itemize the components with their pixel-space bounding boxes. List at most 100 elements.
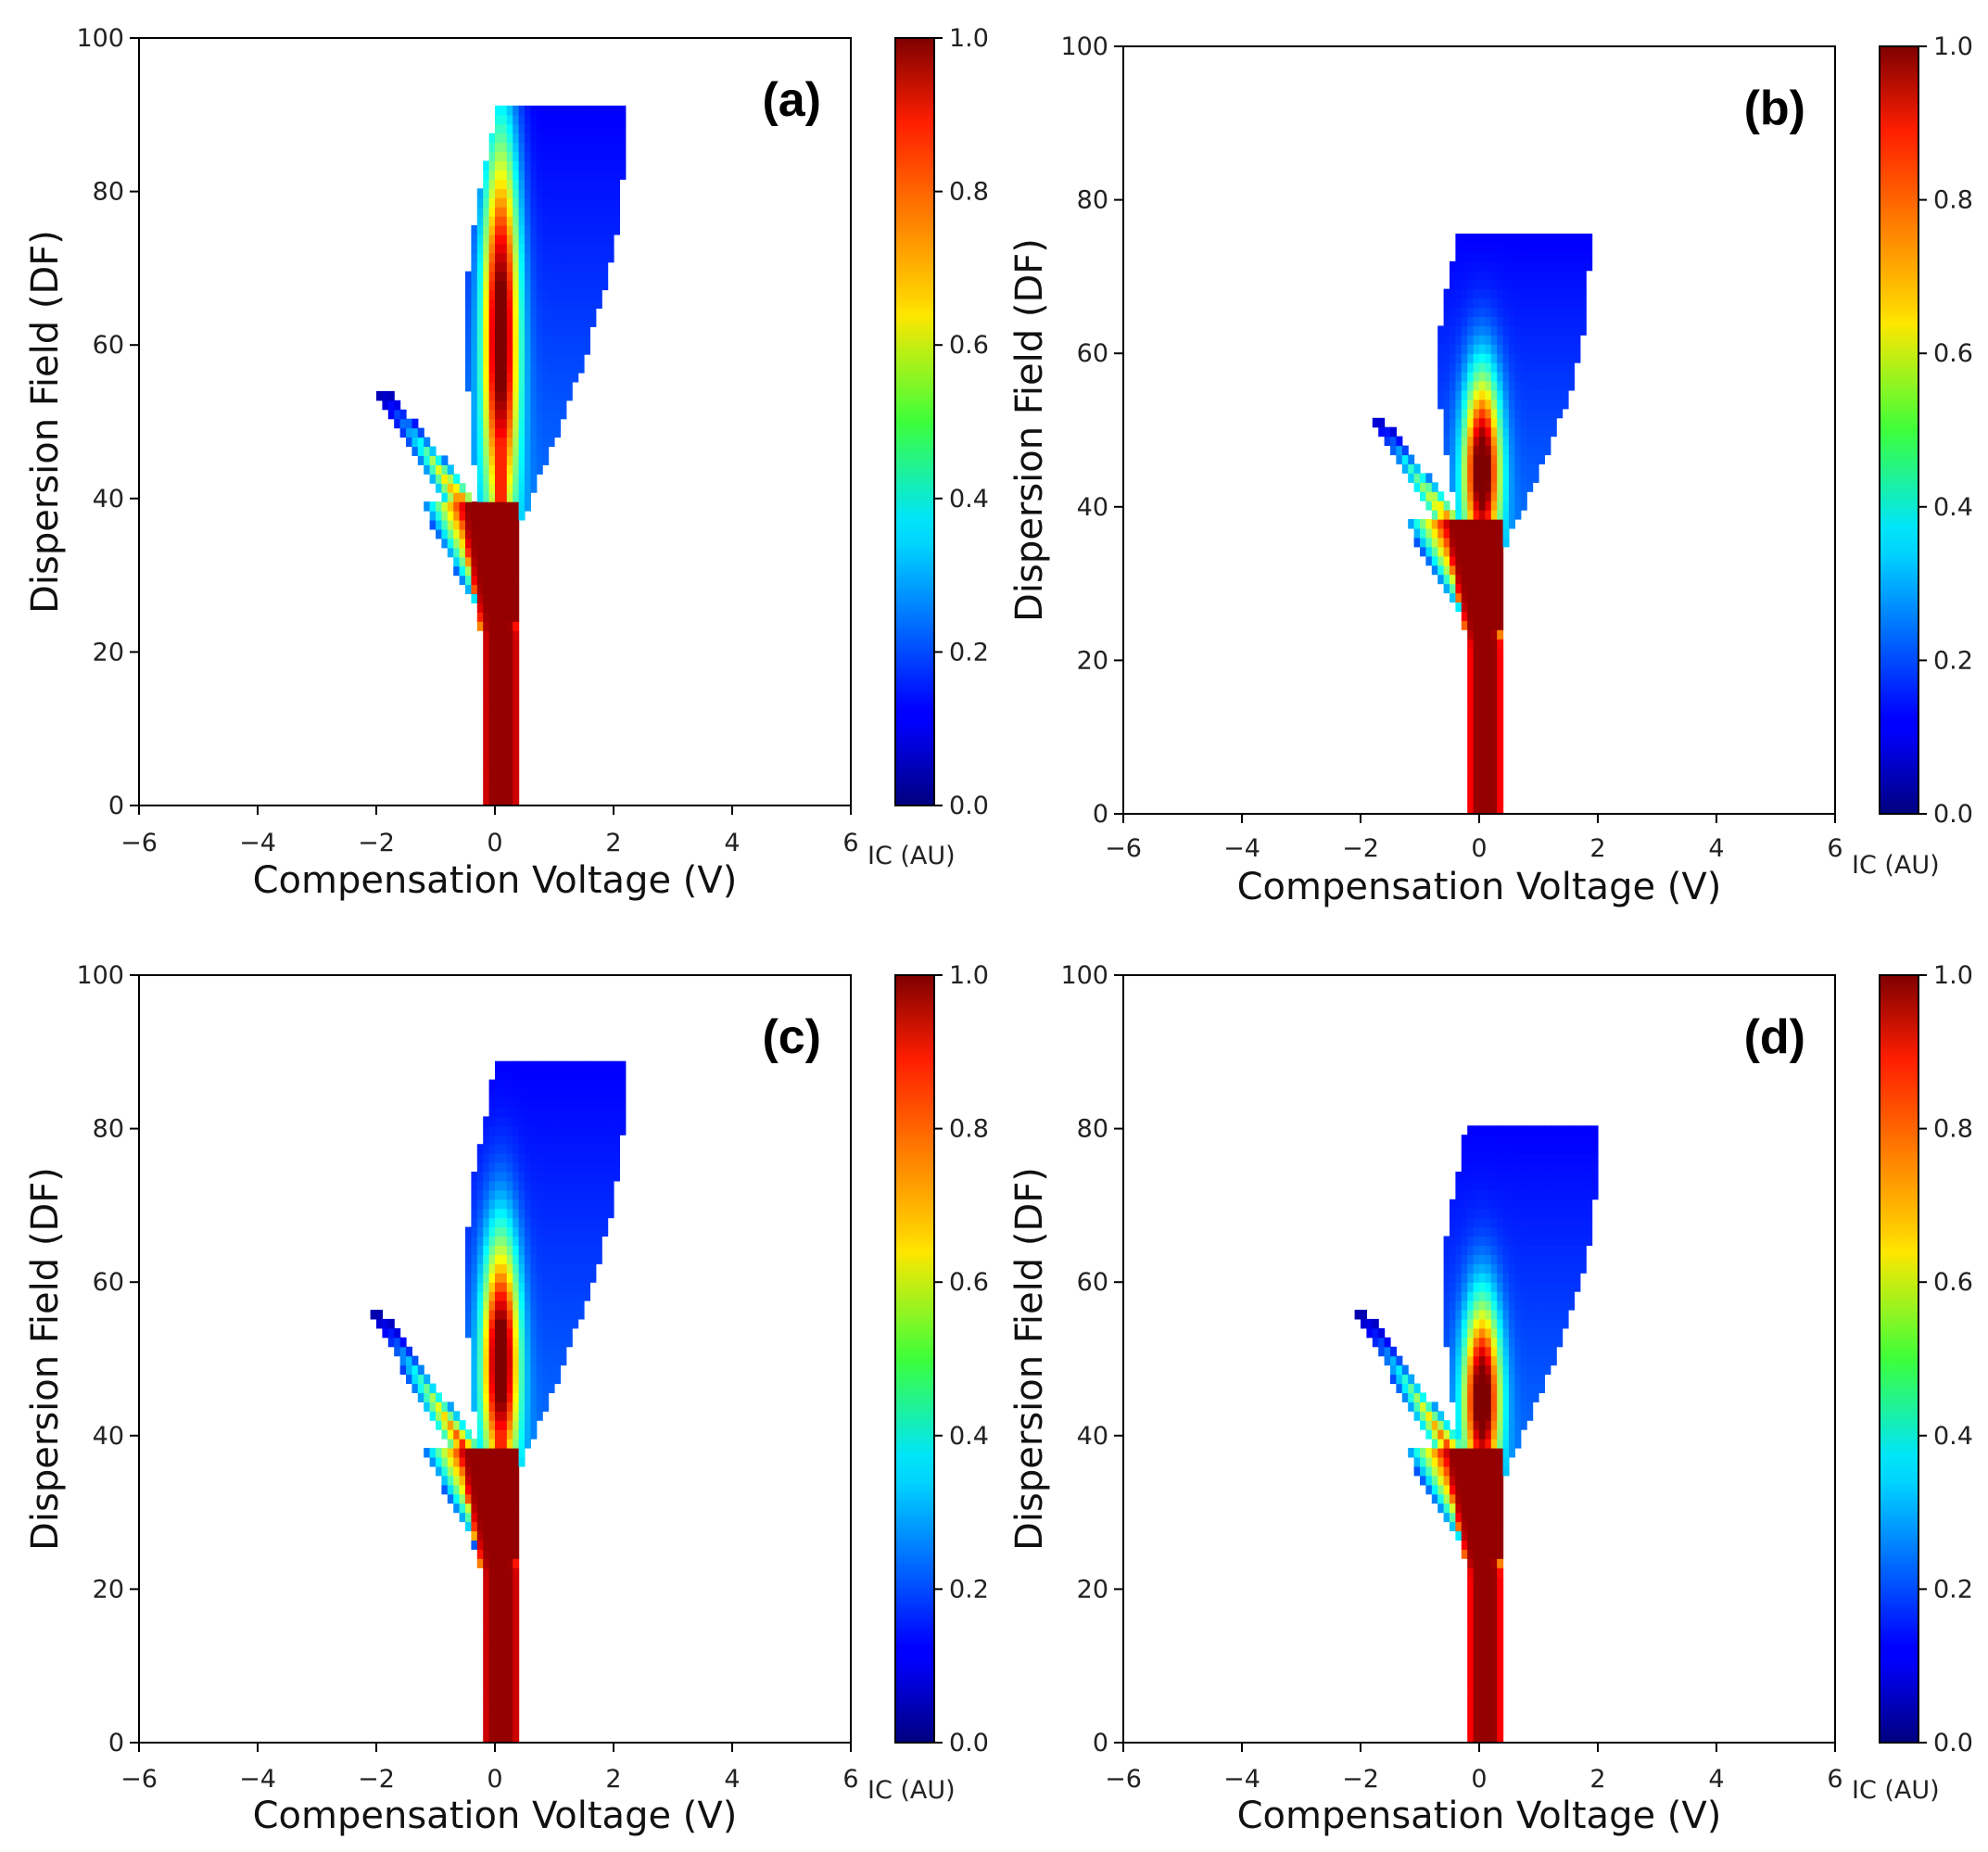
heatmap-cell xyxy=(1532,1355,1539,1366)
heatmap-cell xyxy=(1497,1540,1504,1550)
heatmap-cell xyxy=(530,400,538,411)
heatmap-cell xyxy=(476,1162,484,1173)
heatmap-cell xyxy=(1485,1392,1492,1402)
heatmap-cell xyxy=(488,464,496,475)
heatmap-cell xyxy=(483,437,490,448)
heatmap-cell xyxy=(1490,1678,1498,1688)
heatmap-cell xyxy=(1532,399,1539,410)
heatmap-cell xyxy=(584,216,590,226)
heatmap-cell xyxy=(607,1135,614,1145)
heatmap-cell xyxy=(1538,454,1545,464)
heatmap-cell xyxy=(1473,657,1480,667)
heatmap-cell xyxy=(1509,344,1515,354)
heatmap-cell xyxy=(1490,1521,1498,1531)
heatmap-cell xyxy=(1497,1724,1504,1734)
heatmap-cell xyxy=(1497,611,1504,621)
heatmap-cell xyxy=(1490,1189,1498,1200)
heatmap-cell xyxy=(1502,445,1510,456)
heatmap-cell xyxy=(1532,417,1539,428)
heatmap-cell xyxy=(1485,1558,1492,1568)
heatmap-cell xyxy=(589,252,597,263)
heatmap-cell xyxy=(584,1217,590,1228)
heatmap-cell xyxy=(530,1189,538,1200)
heatmap-cell xyxy=(1485,1503,1492,1514)
heatmap-cell xyxy=(1509,270,1515,281)
heatmap-cell xyxy=(1497,1696,1504,1706)
heatmap-cell xyxy=(406,427,412,438)
heatmap-cell xyxy=(465,373,472,383)
heatmap-cell xyxy=(530,1420,538,1430)
heatmap-cell xyxy=(500,474,508,484)
y-tick-label: 60 xyxy=(1077,1268,1108,1297)
heatmap-cell xyxy=(1450,592,1456,603)
heatmap-cell xyxy=(1490,1291,1498,1301)
heatmap-cell xyxy=(1437,353,1445,363)
heatmap-cell xyxy=(584,1125,590,1135)
heatmap-cell xyxy=(483,1208,490,1219)
heatmap-cell xyxy=(1455,1420,1463,1430)
heatmap-cell xyxy=(513,207,520,217)
heatmap-cell xyxy=(1455,546,1463,557)
heatmap-cell xyxy=(1562,389,1569,400)
heatmap-cell xyxy=(565,207,573,217)
heatmap-cell xyxy=(614,1116,620,1126)
heatmap-cell xyxy=(488,1346,496,1357)
heatmap-cell xyxy=(476,1484,484,1495)
heatmap-cell xyxy=(1455,454,1463,464)
heatmap-cells xyxy=(370,1060,627,1744)
heatmap-cell xyxy=(1473,1291,1480,1301)
heatmap-cell xyxy=(1420,1402,1426,1412)
heatmap-cell xyxy=(1514,1392,1522,1402)
heatmap-cell xyxy=(1467,805,1475,815)
heatmap-cell xyxy=(1473,1540,1480,1550)
heatmap-cell xyxy=(584,1172,590,1182)
heatmap-cell xyxy=(1461,1465,1468,1477)
heatmap-cell xyxy=(589,317,597,327)
heatmap-cell xyxy=(1485,1318,1492,1329)
heatmap-cell xyxy=(476,197,484,208)
heatmap-cell xyxy=(536,1300,543,1311)
heatmap-cell xyxy=(565,225,573,235)
heatmap-cell xyxy=(542,1374,550,1385)
heatmap-cell xyxy=(542,151,550,161)
heatmap-cell xyxy=(1490,1650,1498,1661)
heatmap-cell xyxy=(565,1310,573,1320)
heatmap-cell xyxy=(518,326,525,336)
heatmap-cell xyxy=(572,1162,579,1173)
heatmap-cell xyxy=(1384,1337,1391,1348)
heatmap-cell xyxy=(1526,1226,1534,1237)
heatmap-cell xyxy=(525,1310,531,1320)
heatmap-cell xyxy=(530,317,538,327)
heatmap-cell xyxy=(1485,1715,1492,1725)
heatmap-cell xyxy=(506,317,513,327)
heatmap-cell xyxy=(1479,1392,1486,1402)
heatmap-cell xyxy=(1514,1300,1522,1311)
heatmap-cell xyxy=(530,225,538,235)
heatmap-cell xyxy=(1485,1586,1492,1596)
heatmap-cell xyxy=(1514,1208,1522,1219)
heatmap-cell xyxy=(542,1282,550,1292)
heatmap-cell xyxy=(495,1613,501,1624)
heatmap-cell xyxy=(1485,786,1492,796)
heatmap-cell xyxy=(530,197,538,208)
heatmap-cell xyxy=(1526,445,1534,456)
heatmap-cell xyxy=(1562,1236,1569,1246)
heatmap-cell xyxy=(483,390,490,401)
heatmap-cell xyxy=(495,1605,501,1615)
heatmap-cell xyxy=(1437,491,1445,501)
heatmap-cell xyxy=(1532,1291,1539,1301)
heatmap-cell xyxy=(572,1097,579,1108)
heatmap-cell xyxy=(554,390,561,401)
heatmap-cell xyxy=(1450,1300,1456,1311)
heatmap-cell xyxy=(1497,445,1504,456)
heatmap-cell xyxy=(1485,1245,1492,1255)
heatmap-cell xyxy=(1514,344,1522,354)
heatmap-cell xyxy=(530,271,538,282)
heatmap-cell xyxy=(530,261,538,273)
heatmap-cell xyxy=(1538,1346,1545,1357)
heatmap-cell xyxy=(548,1070,555,1081)
heatmap-cell xyxy=(1550,307,1557,317)
heatmap-cell xyxy=(1443,399,1450,410)
heatmap-cell xyxy=(1544,1254,1551,1264)
